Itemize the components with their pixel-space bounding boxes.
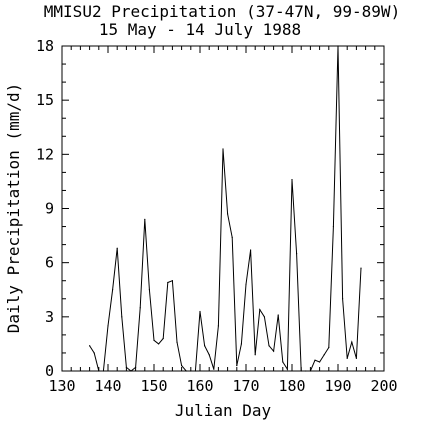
data-point [254, 354, 256, 356]
y-axis-label: Daily Precipitation (mm/d) [4, 83, 23, 333]
data-point [167, 281, 169, 284]
data-point [208, 354, 210, 356]
data-point [93, 352, 95, 354]
x-axis-label: Julian Day [175, 401, 272, 420]
y-tick-label: 0 [45, 362, 54, 380]
data-point [236, 364, 238, 367]
data-point [102, 370, 104, 372]
y-tick-label: 12 [36, 145, 54, 163]
data-point [98, 370, 100, 372]
data-points [89, 45, 362, 372]
data-point [130, 370, 132, 372]
y-axis: 0 3 6 9 12 15 18 [36, 37, 384, 380]
data-point [268, 345, 270, 347]
data-point [250, 249, 252, 251]
data-point [217, 325, 219, 327]
data-point [259, 309, 261, 311]
data-point [194, 370, 196, 372]
chart-title: MMISU2 Precipitation (37-47N, 99-89W) [44, 2, 400, 21]
data-point [273, 350, 275, 352]
data-point [314, 359, 316, 361]
data-point [291, 179, 293, 181]
data-point [213, 368, 215, 370]
data-point [222, 148, 224, 150]
y-tick-label: 3 [45, 308, 54, 326]
data-point [148, 289, 150, 291]
data-point [185, 370, 187, 372]
y-tick-label: 18 [36, 37, 54, 55]
data-point [112, 289, 114, 291]
data-point [300, 370, 302, 372]
data-point [323, 354, 325, 356]
data-point [176, 341, 178, 343]
data-point [296, 253, 298, 255]
x-tick-label: 190 [324, 377, 351, 395]
data-point [346, 357, 348, 359]
data-point [328, 346, 330, 349]
y-tick-label: 6 [45, 254, 54, 272]
data-point [305, 370, 307, 372]
data-point [282, 361, 284, 363]
x-tick-label: 140 [94, 377, 121, 395]
data-point [286, 368, 288, 370]
data-point [158, 343, 160, 345]
data-point [263, 316, 265, 318]
data-point [332, 225, 334, 228]
data-point [355, 357, 357, 359]
data-point [162, 337, 164, 340]
data-point [107, 325, 109, 327]
precipitation-series-line [89, 45, 362, 372]
data-point [190, 370, 192, 372]
x-tick-label: 130 [48, 377, 75, 395]
data-point [277, 314, 279, 316]
data-point [181, 364, 183, 367]
x-axis: 130 140 150 160 170 180 190 200 [48, 46, 398, 395]
data-point [125, 366, 127, 368]
x-tick-label: 200 [370, 377, 397, 395]
x-tick-label: 150 [140, 377, 167, 395]
data-point [231, 236, 233, 238]
x-tick-label: 170 [232, 377, 259, 395]
data-point [153, 339, 155, 341]
x-tick-label: 160 [186, 377, 213, 395]
data-point [204, 345, 206, 347]
data-point [337, 45, 339, 47]
data-point [342, 298, 344, 300]
data-point [240, 343, 242, 345]
data-point [360, 267, 362, 269]
chart-subtitle: 15 May - 14 July 1988 [99, 20, 301, 39]
x-tick-label: 180 [278, 377, 305, 395]
data-point [171, 280, 173, 282]
y-tick-label: 9 [45, 200, 54, 218]
data-point [227, 213, 229, 215]
data-point [135, 366, 137, 368]
data-point [121, 316, 123, 318]
data-point [116, 247, 118, 249]
data-point [351, 341, 353, 343]
data-point [144, 218, 146, 220]
data-point [139, 307, 141, 309]
data-point [199, 310, 201, 313]
data-point [89, 345, 91, 347]
data-point [245, 283, 247, 285]
plot-frame [61, 45, 385, 372]
y-tick-label: 15 [36, 91, 54, 109]
data-point [309, 370, 311, 372]
data-point [319, 361, 321, 363]
